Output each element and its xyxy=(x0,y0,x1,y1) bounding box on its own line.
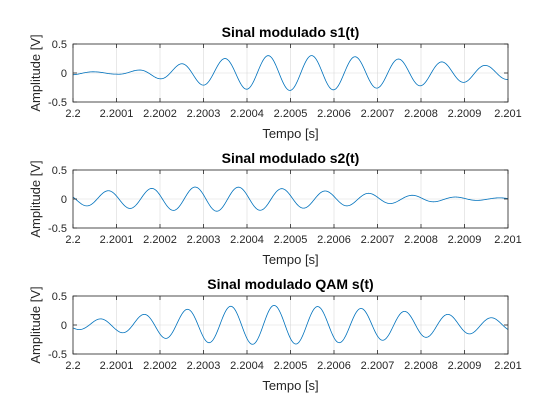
y-tick-label: 0.5 xyxy=(52,291,67,303)
x-tick-label: 2.2003 xyxy=(187,234,221,246)
y-tick-label: 0 xyxy=(61,194,67,206)
subplot-3: 2.2 2.2001 2.2002 2.2003 2.2004 2.2005 2.2006 2… xyxy=(28,276,522,393)
y-axis-label: Amplitude [V] xyxy=(28,34,43,111)
signal-line xyxy=(72,186,509,212)
x-tick-label: 2.2004 xyxy=(230,108,264,120)
chart-title: Sinal modulado s2(t) xyxy=(222,150,360,166)
x-tick-label: 2.2008 xyxy=(404,108,438,120)
x-axis-label: Tempo [s] xyxy=(262,252,318,267)
x-tick-label: 2.2008 xyxy=(404,360,438,372)
chart-title: Sinal modulado QAM s(t) xyxy=(207,276,373,292)
x-tick-label: 2.2007 xyxy=(361,108,395,120)
y-tick-label: -0.5 xyxy=(48,97,67,109)
x-tick-label: 2.2009 xyxy=(448,360,482,372)
x-tick-label: 2.2001 xyxy=(100,360,134,372)
signal-line xyxy=(72,55,509,91)
x-tick-label: 2.2006 xyxy=(317,234,351,246)
x-tick-label: 2.2005 xyxy=(274,108,308,120)
x-tick-label: 2.2005 xyxy=(274,360,308,372)
y-axis-label: Amplitude [V] xyxy=(28,160,43,237)
x-tick-label: 2.2001 xyxy=(100,108,134,120)
y-tick-label: -0.5 xyxy=(48,223,67,235)
x-tick-label: 2.201 xyxy=(494,234,522,246)
x-tick-label: 2.2003 xyxy=(187,108,221,120)
y-tick-label: 0.5 xyxy=(52,165,67,177)
x-axis-label: Tempo [s] xyxy=(262,378,318,393)
x-tick-label: 2.2009 xyxy=(448,234,482,246)
x-tick-label: 2.2003 xyxy=(187,360,221,372)
x-tick-label: 2.2005 xyxy=(274,234,308,246)
x-tick-label: 2.201 xyxy=(494,108,522,120)
y-tick-label: 0 xyxy=(61,68,67,80)
x-tick-label: 2.2004 xyxy=(230,234,264,246)
x-tick-label: 2.2002 xyxy=(143,108,177,120)
x-tick-label: 2.2 xyxy=(65,234,80,246)
x-tick-label: 2.2009 xyxy=(448,108,482,120)
chart-title: Sinal modulado s1(t) xyxy=(222,24,360,40)
x-tick-label: 2.2002 xyxy=(143,234,177,246)
subplot-2: 2.2 2.2001 2.2002 2.2003 2.2004 2.2005 2.2006 2… xyxy=(28,150,522,267)
x-tick-label: 2.2001 xyxy=(100,234,134,246)
y-tick-label: 0 xyxy=(61,320,67,332)
x-tick-label: 2.2008 xyxy=(404,234,438,246)
x-tick-label: 2.2007 xyxy=(361,360,395,372)
y-tick-label: 0.5 xyxy=(52,39,67,51)
y-tick-label: -0.5 xyxy=(48,349,67,361)
x-tick-label: 2.2 xyxy=(65,108,80,120)
x-tick-label: 2.2006 xyxy=(317,108,351,120)
x-tick-label: 2.2007 xyxy=(361,234,395,246)
x-tick-label: 2.2 xyxy=(65,360,80,372)
y-axis-label: Amplitude [V] xyxy=(28,286,43,363)
x-tick-label: 2.2006 xyxy=(317,360,351,372)
x-tick-label: 2.201 xyxy=(494,360,522,372)
x-tick-label: 2.2002 xyxy=(143,360,177,372)
subplot-1: 2.2 2.2001 2.2002 2.2003 2.2004 2.2005 2.2006 2… xyxy=(28,24,522,141)
signal-line xyxy=(72,305,509,345)
x-axis-label: Tempo [s] xyxy=(262,126,318,141)
x-tick-label: 2.2004 xyxy=(230,360,264,372)
